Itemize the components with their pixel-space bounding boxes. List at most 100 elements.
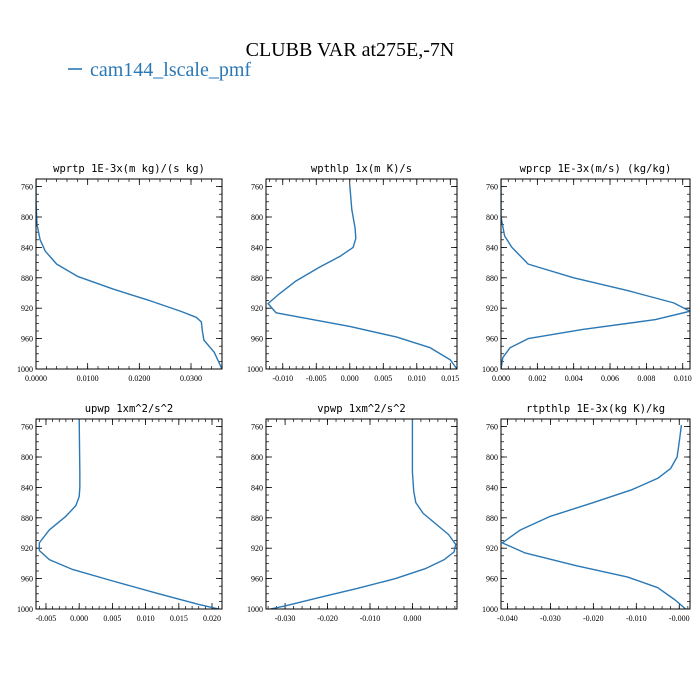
y-tick-label: 760 <box>486 183 498 192</box>
y-tick-label: 960 <box>251 335 263 344</box>
y-tick-label: 800 <box>486 213 498 222</box>
x-tick-label: -0.010 <box>272 374 293 383</box>
y-tick-label: 800 <box>21 453 33 462</box>
x-tick-label: 0.0000 <box>25 374 47 383</box>
x-tick-label: -0.000 <box>669 614 690 623</box>
panel-grid: wprtp 1E-3x(m kg)/(s kg) 0.0000 0.0100 0.02… <box>17 163 692 623</box>
y-tick-label: 880 <box>251 274 263 283</box>
panel-5: vpwp 1xm^2/s^2 -0.030 -0.020 -0.010 0.000 760… <box>247 403 458 623</box>
x-tick-label: 0.006 <box>601 374 619 383</box>
y-tick-label: 1000 <box>482 605 498 614</box>
x-tick-label: 0.015 <box>441 374 459 383</box>
x-tick-label: -0.010 <box>626 614 647 623</box>
y-tick-label: 880 <box>21 274 33 283</box>
panel-3: wprcp 1E-3x(m/s) (kg/kg) 0.000 0.002 0.004 0… <box>482 163 692 383</box>
panel-title: vpwp 1xm^2/s^2 <box>317 403 406 415</box>
plot-frame <box>35 178 223 370</box>
y-tick-label: 880 <box>486 514 498 523</box>
x-tick-label: 0.010 <box>674 374 692 383</box>
panel-2: wpthlp 1x(m K)/s -0.010 -0.005 0.000 0.005 0.… <box>247 163 459 383</box>
series-line <box>501 424 687 609</box>
y-tick-label: 840 <box>21 483 33 492</box>
y-tick-label: 880 <box>251 514 263 523</box>
y-tick-label: 880 <box>21 514 33 523</box>
x-tick-label: -0.030 <box>540 614 561 623</box>
y-tick-label: 800 <box>251 213 263 222</box>
y-tick-label: 840 <box>486 483 498 492</box>
y-tick-label: 840 <box>251 483 263 492</box>
x-tick-label: -0.020 <box>583 614 604 623</box>
series-line <box>38 419 219 609</box>
y-tick-label: 840 <box>21 243 33 252</box>
y-tick-label: 880 <box>486 274 498 283</box>
x-tick-label: 0.000 <box>492 374 510 383</box>
y-tick-label: 960 <box>486 335 498 344</box>
x-tick-label: 0.010 <box>137 614 155 623</box>
x-tick-label: 0.0200 <box>128 374 150 383</box>
y-tick-label: 920 <box>251 544 263 553</box>
y-tick-label: 960 <box>486 575 498 584</box>
y-tick-label: 760 <box>251 183 263 192</box>
y-tick-label: 920 <box>486 544 498 553</box>
y-tick-label: 920 <box>21 304 33 313</box>
panel-title: rtpthlp 1E-3x(kg K)/kg <box>526 403 665 415</box>
x-tick-label: -0.010 <box>360 614 381 623</box>
plot-frame <box>265 418 458 610</box>
x-tick-label: 0.005 <box>374 374 392 383</box>
y-tick-label: 760 <box>21 183 33 192</box>
y-tick-label: 1000 <box>482 365 498 374</box>
series-line <box>267 185 457 369</box>
y-tick-label: 1000 <box>17 605 33 614</box>
y-tick-label: 800 <box>251 453 263 462</box>
y-tick-label: 960 <box>21 335 33 344</box>
x-tick-label: 0.015 <box>170 614 188 623</box>
panel-title: wpthlp 1x(m K)/s <box>311 163 412 175</box>
x-tick-label: 0.000 <box>70 614 88 623</box>
y-tick-label: 920 <box>486 304 498 313</box>
y-tick-label: 960 <box>21 575 33 584</box>
series-line <box>501 179 690 369</box>
series-line <box>36 179 222 369</box>
y-tick-label: 800 <box>21 213 33 222</box>
panel-title: wprtp 1E-3x(m kg)/(s kg) <box>53 163 205 175</box>
y-tick-label: 920 <box>21 544 33 553</box>
plot-frame <box>500 178 691 370</box>
x-tick-label: -0.020 <box>317 614 338 623</box>
plot-frame <box>500 418 691 610</box>
panel-title: wprcp 1E-3x(m/s) (kg/kg) <box>520 163 672 175</box>
x-tick-label: 0.0100 <box>77 374 99 383</box>
y-tick-label: 840 <box>251 243 263 252</box>
y-tick-label: 1000 <box>17 365 33 374</box>
x-tick-label: -0.030 <box>275 614 296 623</box>
x-tick-label: 0.020 <box>203 614 221 623</box>
y-tick-label: 760 <box>251 423 263 432</box>
x-tick-label: -0.005 <box>306 374 327 383</box>
y-tick-label: 840 <box>486 243 498 252</box>
panel-4: upwp 1xm^2/s^2 -0.005 0.000 0.005 0.010 0.015… <box>17 403 223 623</box>
panel-6: rtpthlp 1E-3x(kg K)/kg -0.040 -0.030 -0.020… <box>482 403 691 623</box>
x-tick-label: 0.000 <box>341 374 359 383</box>
figure-title: CLUBB VAR at275E,-7N <box>246 39 455 61</box>
x-tick-label: 0.002 <box>528 374 546 383</box>
y-tick-label: 800 <box>486 453 498 462</box>
x-tick-label: -0.040 <box>497 614 518 623</box>
x-tick-label: 0.000 <box>403 614 421 623</box>
plot-frame <box>265 178 458 370</box>
x-tick-label: -0.005 <box>36 614 57 623</box>
y-tick-label: 1000 <box>247 365 263 374</box>
y-tick-label: 760 <box>21 423 33 432</box>
x-tick-label: 0.010 <box>408 374 426 383</box>
figure-legend: cam144_lscale_pmf <box>68 59 251 81</box>
y-tick-label: 1000 <box>247 605 263 614</box>
plot-frame <box>35 418 223 610</box>
panel-title: upwp 1xm^2/s^2 <box>85 403 174 415</box>
x-tick-label: 0.0300 <box>180 374 202 383</box>
x-tick-label: 0.004 <box>565 374 583 383</box>
y-tick-label: 960 <box>251 575 263 584</box>
y-tick-label: 920 <box>251 304 263 313</box>
x-tick-label: 0.008 <box>637 374 655 383</box>
legend-label: cam144_lscale_pmf <box>90 59 251 81</box>
y-tick-label: 760 <box>486 423 498 432</box>
panel-1: wprtp 1E-3x(m kg)/(s kg) 0.0000 0.0100 0.02… <box>17 163 223 383</box>
